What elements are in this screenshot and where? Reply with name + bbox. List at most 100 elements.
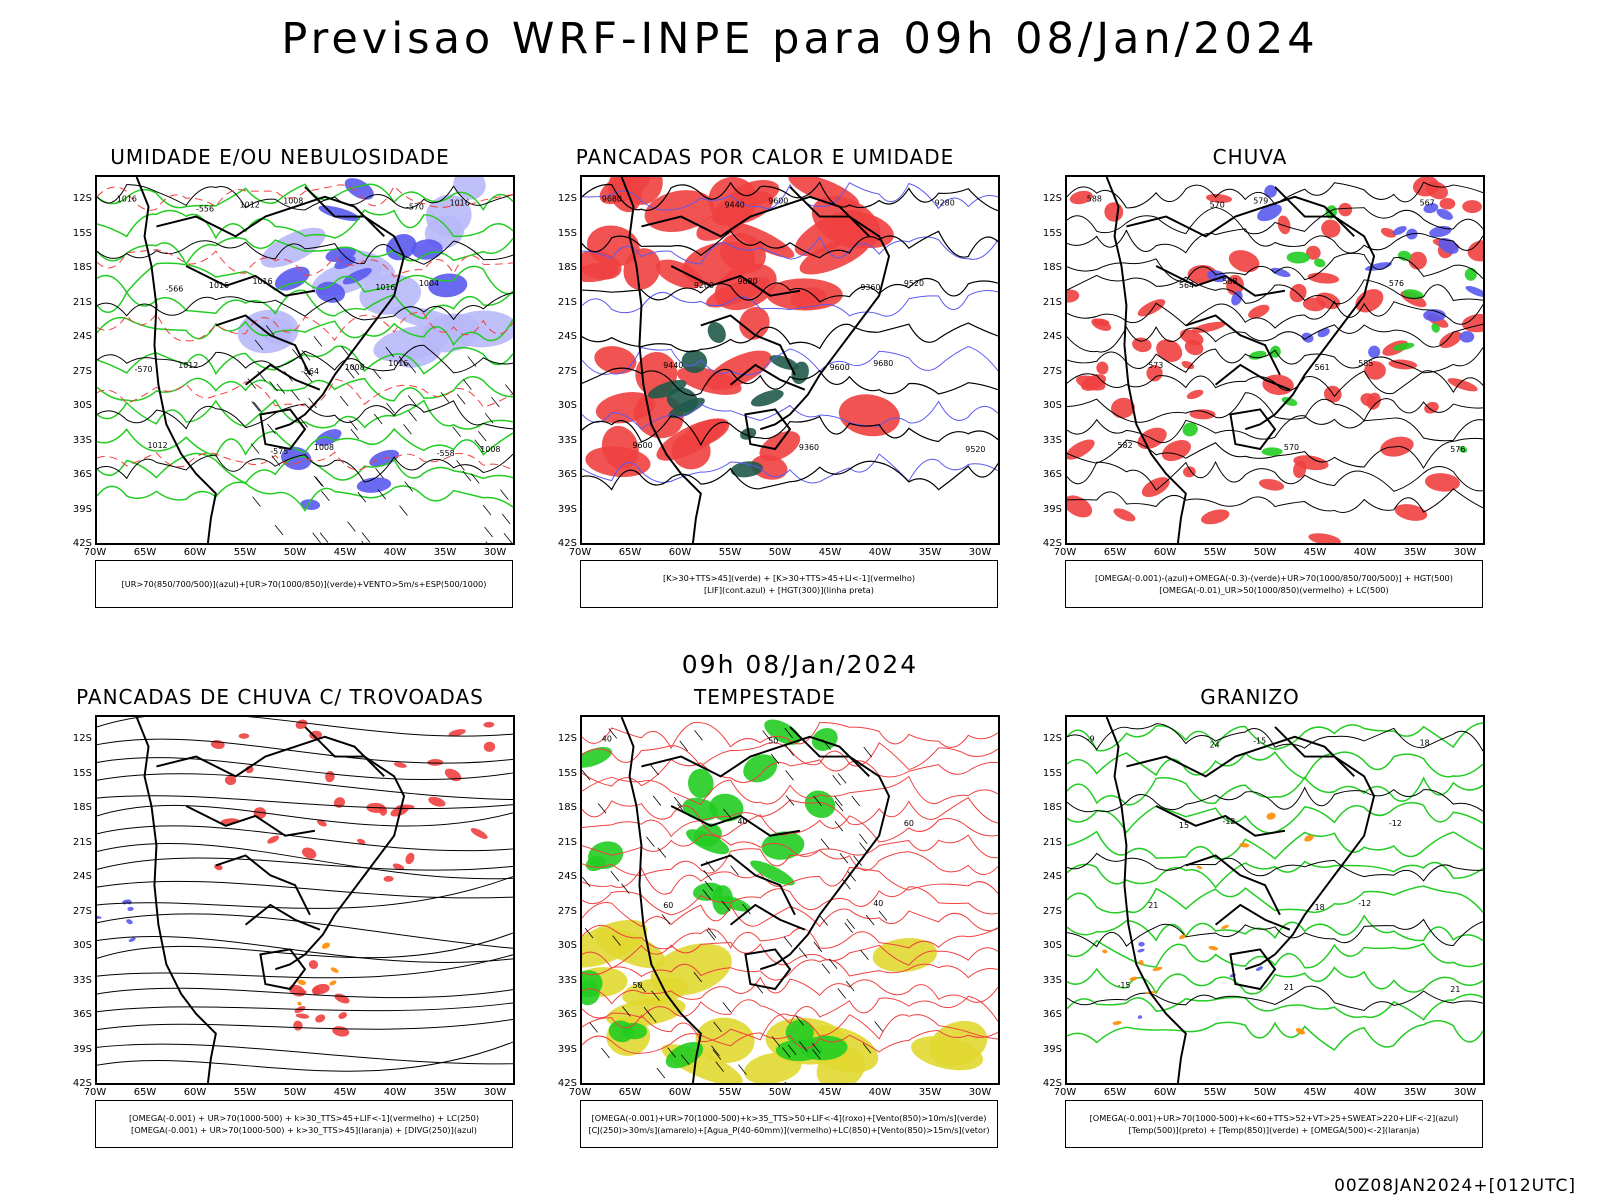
wind-vector xyxy=(375,468,384,479)
wind-vector xyxy=(491,396,500,408)
contour-line xyxy=(97,344,513,374)
wind-vector xyxy=(860,949,869,961)
wind-vector xyxy=(771,1036,781,1047)
wind-vector xyxy=(637,981,646,993)
lat-tick-label: 33S xyxy=(557,974,577,986)
legend-box: [K>30+TTS>45](verde) + [K>30+TTS>45+LI<-… xyxy=(580,560,998,608)
contour-label: 9680 xyxy=(738,277,758,286)
lon-tick-label: 60W xyxy=(668,547,692,558)
contour-line xyxy=(97,183,513,212)
contour-label: -575 xyxy=(270,447,288,456)
wind-vector xyxy=(846,918,856,930)
wind-vector xyxy=(610,870,620,882)
field-blob xyxy=(293,1020,303,1031)
lat-tick-label: 21S xyxy=(1042,296,1062,308)
contour-line xyxy=(1067,437,1483,470)
contour-label: 576 xyxy=(1389,279,1404,288)
wind-vector xyxy=(862,1043,872,1054)
wind-vector xyxy=(308,397,317,409)
contour-line xyxy=(582,924,998,950)
wind-vector xyxy=(859,842,868,853)
streamline xyxy=(97,842,513,880)
field-blob xyxy=(1465,285,1483,298)
panel-title: PANCADAS DE CHUVA C/ TROVOADAS xyxy=(76,685,484,709)
lon-tick-label: 35W xyxy=(918,1087,942,1098)
contour-label: -558 xyxy=(437,449,455,458)
lon-tick-label: 35W xyxy=(1403,1087,1427,1098)
map-svg: 9680 9680 9680 9600 9600 9520 9440 9360 9280 9200… xyxy=(582,177,998,543)
field-blob xyxy=(1338,202,1353,217)
lat-tick-label: 12S xyxy=(557,193,577,204)
wind-vector xyxy=(299,417,308,428)
legend-box: [UR>70(850/700/500)](azul)+[UR>70(1000/8… xyxy=(95,560,513,608)
contour-line xyxy=(1067,252,1483,283)
wind-vector xyxy=(821,963,831,974)
field-blob xyxy=(743,754,778,783)
contour-line xyxy=(1067,852,1483,882)
wind-vector xyxy=(484,412,494,424)
wind-vector xyxy=(269,380,278,392)
field-blob xyxy=(317,819,327,827)
mid-title: 09h 08/Jan/2024 xyxy=(681,650,919,679)
wind-vector xyxy=(837,773,847,784)
contour-line xyxy=(1067,776,1483,806)
field-blob xyxy=(1307,272,1340,284)
wind-vector xyxy=(345,368,355,379)
wind-vector xyxy=(820,838,830,849)
wind-vector xyxy=(505,384,513,395)
contour-label: 1016 xyxy=(450,199,470,208)
contour-label: 1016 xyxy=(209,281,229,290)
lat-tick-label: 27S xyxy=(1042,905,1062,917)
wind-vector xyxy=(474,439,484,450)
field-blob xyxy=(811,196,881,249)
contour-label: 1016 xyxy=(375,283,395,292)
contour-line xyxy=(1067,228,1483,254)
lat-tick-label: 24S xyxy=(1042,871,1062,882)
wind-vector xyxy=(844,922,853,934)
field-blob xyxy=(1201,509,1230,525)
lon-tick-label: 65W xyxy=(1103,1087,1127,1098)
lat-tick-label: 15S xyxy=(1042,767,1062,779)
legend-line: [OMEGA(-0.001)-(azul)+OMEGA(-0.3)-(verde… xyxy=(1095,573,1453,583)
contour-label: 9680 xyxy=(873,359,893,368)
contour-line xyxy=(97,249,513,278)
lon-tick-label: 30W xyxy=(1453,1087,1477,1098)
lon-tick-label: 40W xyxy=(1353,1087,1377,1098)
field-blob xyxy=(1277,215,1291,235)
lon-tick-label: 45W xyxy=(818,1087,842,1098)
field-blob xyxy=(594,346,637,375)
field-blob xyxy=(325,770,335,783)
lat-tick-label: 15S xyxy=(557,227,577,239)
contour-line xyxy=(582,229,998,259)
wind-vector xyxy=(485,541,488,543)
contour-label: 585 xyxy=(1358,359,1373,368)
field-blob xyxy=(1286,251,1310,264)
border-line xyxy=(1126,735,1355,931)
wind-vector xyxy=(452,426,461,437)
wind-vector xyxy=(319,532,329,543)
contour-label: -556 xyxy=(196,205,214,214)
wind-vector xyxy=(404,481,413,492)
contour-line xyxy=(97,375,513,402)
contour-label: 9200 xyxy=(694,281,714,290)
field-blob xyxy=(1076,375,1106,391)
field-blob xyxy=(1067,495,1093,518)
wind-vector xyxy=(276,383,286,394)
contour-line xyxy=(582,322,998,353)
field-blob xyxy=(1228,250,1260,273)
border-line xyxy=(759,186,891,431)
contour-label: 570 xyxy=(1210,201,1225,210)
contour-label: 9680 xyxy=(602,195,622,204)
wind-vector xyxy=(715,1061,724,1072)
field-blob xyxy=(1137,299,1166,317)
lat-tick-label: 36S xyxy=(1042,1009,1062,1020)
wind-vector xyxy=(501,513,511,525)
legend-line: [K>30+TTS>45](verde) + [K>30+TTS>45+LI<-… xyxy=(662,573,916,583)
wind-vector xyxy=(303,371,313,382)
contour-line xyxy=(582,959,998,981)
field-blob xyxy=(224,775,237,786)
lon-tick-label: 40W xyxy=(383,1087,407,1098)
lon-tick-label: 55W xyxy=(1203,1087,1227,1098)
field-blob xyxy=(681,349,708,373)
field-blob xyxy=(707,322,726,343)
